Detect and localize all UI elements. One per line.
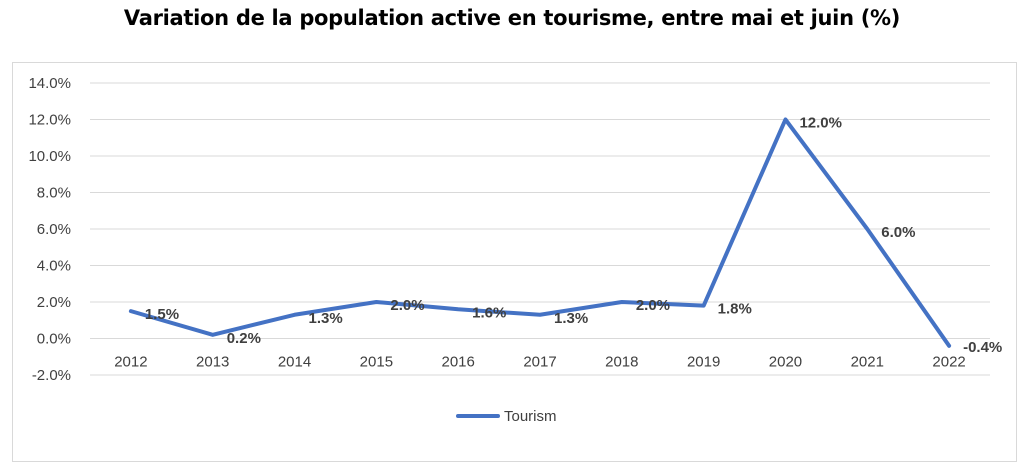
x-tick-label: 2013 xyxy=(196,354,229,371)
y-tick-label: 8.0% xyxy=(37,185,71,202)
data-label: 6.0% xyxy=(881,224,915,241)
y-tick-label: 12.0% xyxy=(28,112,71,129)
data-label: 0.2% xyxy=(227,330,261,347)
x-tick-label: 2015 xyxy=(360,354,393,371)
data-label: 1.6% xyxy=(472,304,506,321)
data-label: 12.0% xyxy=(799,115,842,132)
x-tick-label: 2017 xyxy=(523,354,556,371)
x-tick-label: 2012 xyxy=(114,354,147,371)
x-tick-label: 2022 xyxy=(932,354,965,371)
y-tick-label: 2.0% xyxy=(37,294,71,311)
chart-title: Variation de la population active en tou… xyxy=(123,6,901,30)
x-tick-label: 2020 xyxy=(769,354,802,371)
data-label: 1.8% xyxy=(718,301,752,318)
legend-label: Tourism xyxy=(504,408,557,425)
plot-frame xyxy=(12,62,1017,462)
y-tick-label: 6.0% xyxy=(37,221,71,238)
y-tick-label: -2.0% xyxy=(32,367,71,384)
y-tick-label: 4.0% xyxy=(37,258,71,275)
data-label: 1.5% xyxy=(145,306,179,323)
y-tick-label: 10.0% xyxy=(28,148,71,165)
y-tick-label: 14.0% xyxy=(28,75,71,92)
data-label: -0.4% xyxy=(963,339,1002,356)
x-tick-label: 2014 xyxy=(278,354,311,371)
y-tick-label: 0.0% xyxy=(37,331,71,348)
x-tick-label: 2016 xyxy=(441,354,474,371)
data-label: 1.3% xyxy=(554,310,588,327)
data-label: 2.0% xyxy=(390,297,424,314)
data-label: 1.3% xyxy=(309,310,343,327)
x-tick-label: 2018 xyxy=(605,354,638,371)
x-tick-label: 2021 xyxy=(851,354,884,371)
data-label: 2.0% xyxy=(636,297,670,314)
x-tick-label: 2019 xyxy=(687,354,720,371)
series-line-tourism xyxy=(128,117,952,348)
